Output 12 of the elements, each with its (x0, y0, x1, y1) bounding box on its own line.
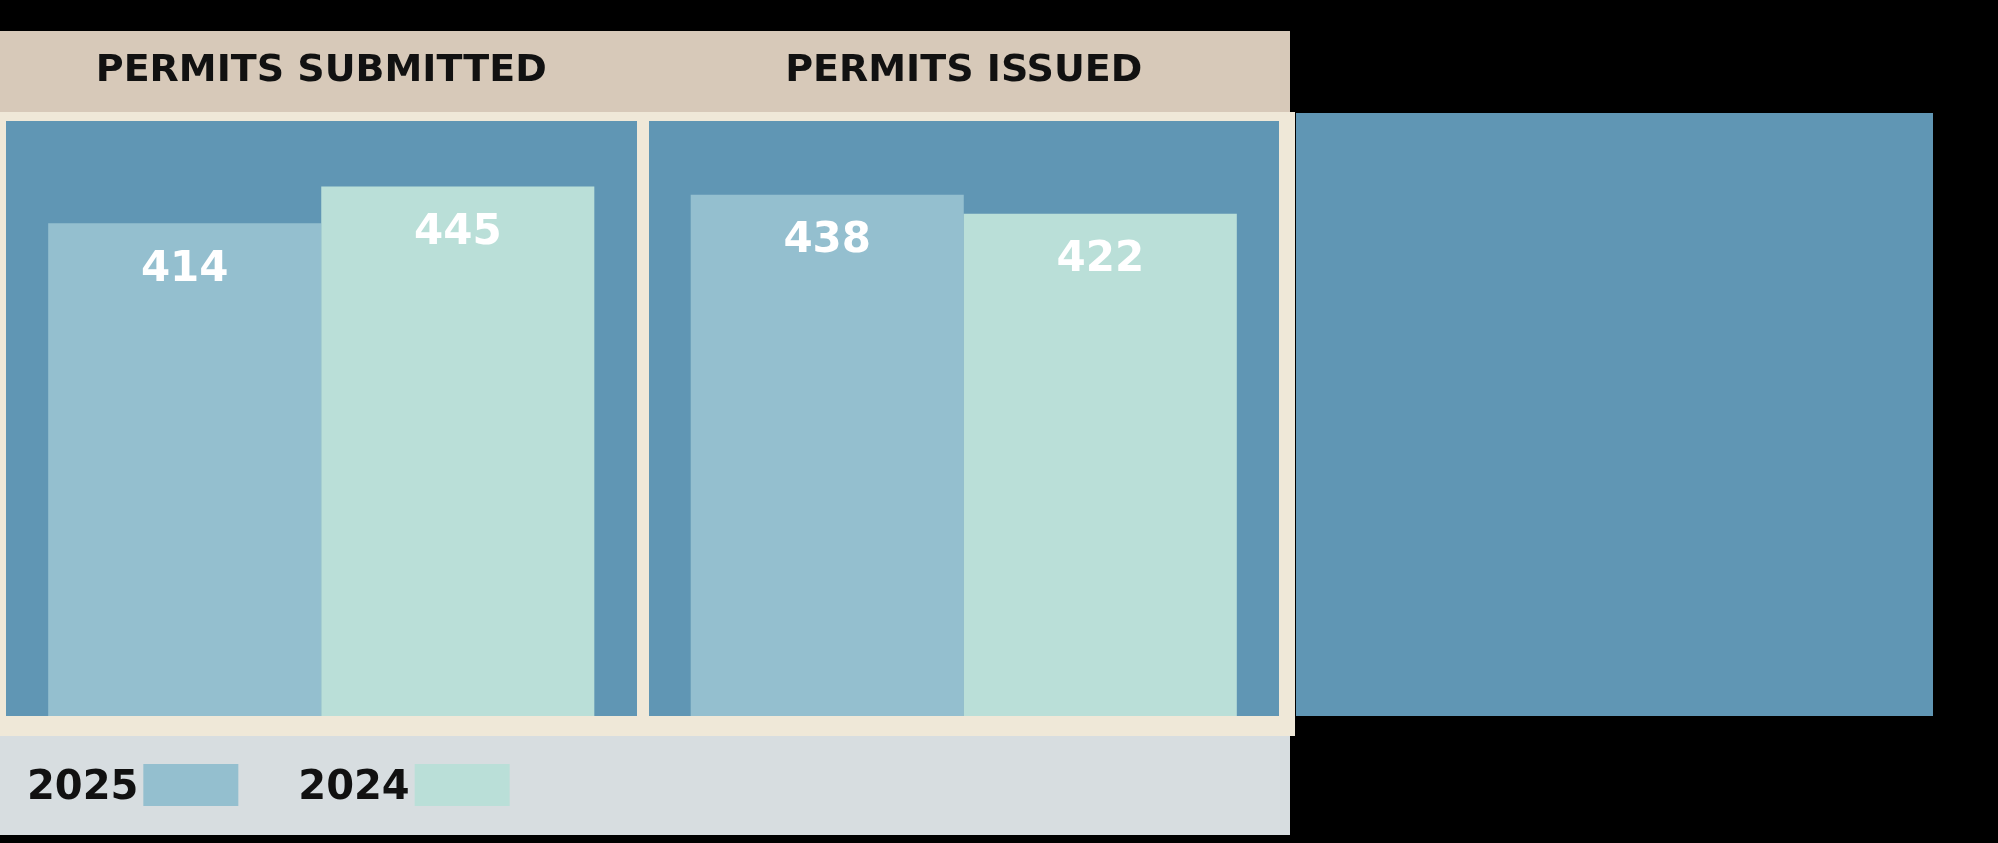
bar (690, 194, 964, 716)
bar (963, 213, 1237, 716)
bar (48, 223, 322, 716)
x-tick-label: PERMITS ISSUED (785, 46, 1143, 90)
data-label: 438 (783, 213, 872, 263)
legend-label: 2025 (27, 762, 139, 808)
data-label: 422 (1056, 232, 1145, 282)
data-label: 414 (140, 241, 229, 291)
data-label: 445 (413, 204, 502, 254)
bar (321, 186, 595, 716)
legend-label: 2024 (298, 762, 410, 808)
x-tick-label: PERMITS SUBMITTED (95, 46, 547, 90)
